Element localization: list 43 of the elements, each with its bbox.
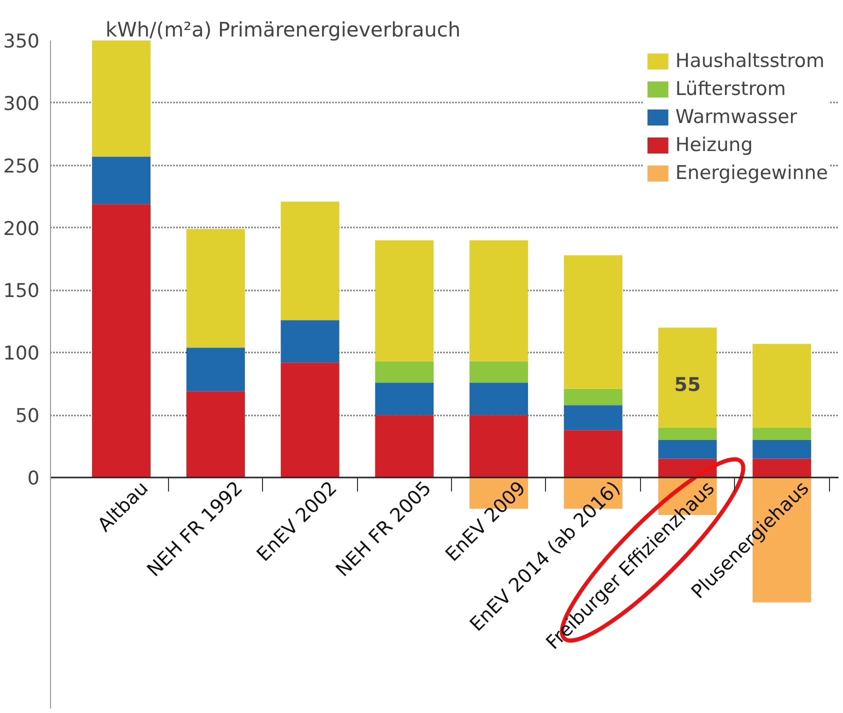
bar	[375, 361, 434, 383]
bar	[658, 440, 717, 459]
chart-title: kWh/(m²a) Primärenergieverbrauch	[106, 18, 461, 42]
bar	[92, 40, 151, 157]
bar	[752, 428, 812, 440]
bar	[375, 240, 434, 362]
legend-label: Haushaltsstrom	[675, 50, 824, 72]
bar	[658, 328, 717, 428]
y-tick-label: 300	[3, 92, 40, 115]
bar	[92, 204, 151, 478]
bar	[470, 415, 528, 478]
bar	[470, 361, 528, 383]
bar	[752, 440, 812, 459]
legend-label: Energiegewinne	[675, 162, 828, 184]
bar	[470, 240, 528, 362]
y-tick-label: 150	[3, 280, 40, 302]
bar	[186, 348, 245, 392]
bar	[280, 362, 340, 478]
legend-label: Warmwasser	[675, 106, 798, 128]
y-tick-label: 350	[3, 30, 40, 52]
bar	[658, 428, 717, 440]
legend-label: Lüfterstrom	[675, 78, 786, 100]
bar	[564, 388, 622, 406]
bar	[280, 202, 340, 320]
bar	[564, 255, 622, 389]
bar	[564, 405, 622, 430]
bar	[186, 391, 245, 478]
bar	[280, 320, 340, 363]
legend-label: Heizung	[675, 134, 753, 156]
y-tick-label: 50	[15, 405, 40, 428]
y-tick-label: 250	[3, 155, 40, 178]
bar	[375, 415, 434, 478]
bar	[92, 156, 151, 204]
y-tick-label: 200	[3, 218, 40, 240]
bar	[470, 382, 528, 416]
bar	[186, 229, 245, 348]
y-tick-label: 100	[3, 342, 40, 365]
y-tick-label: 0	[27, 468, 40, 490]
bar	[564, 430, 622, 478]
bar	[752, 344, 812, 428]
bar	[752, 458, 812, 478]
annotation: 55	[674, 374, 701, 396]
bar	[375, 382, 434, 416]
